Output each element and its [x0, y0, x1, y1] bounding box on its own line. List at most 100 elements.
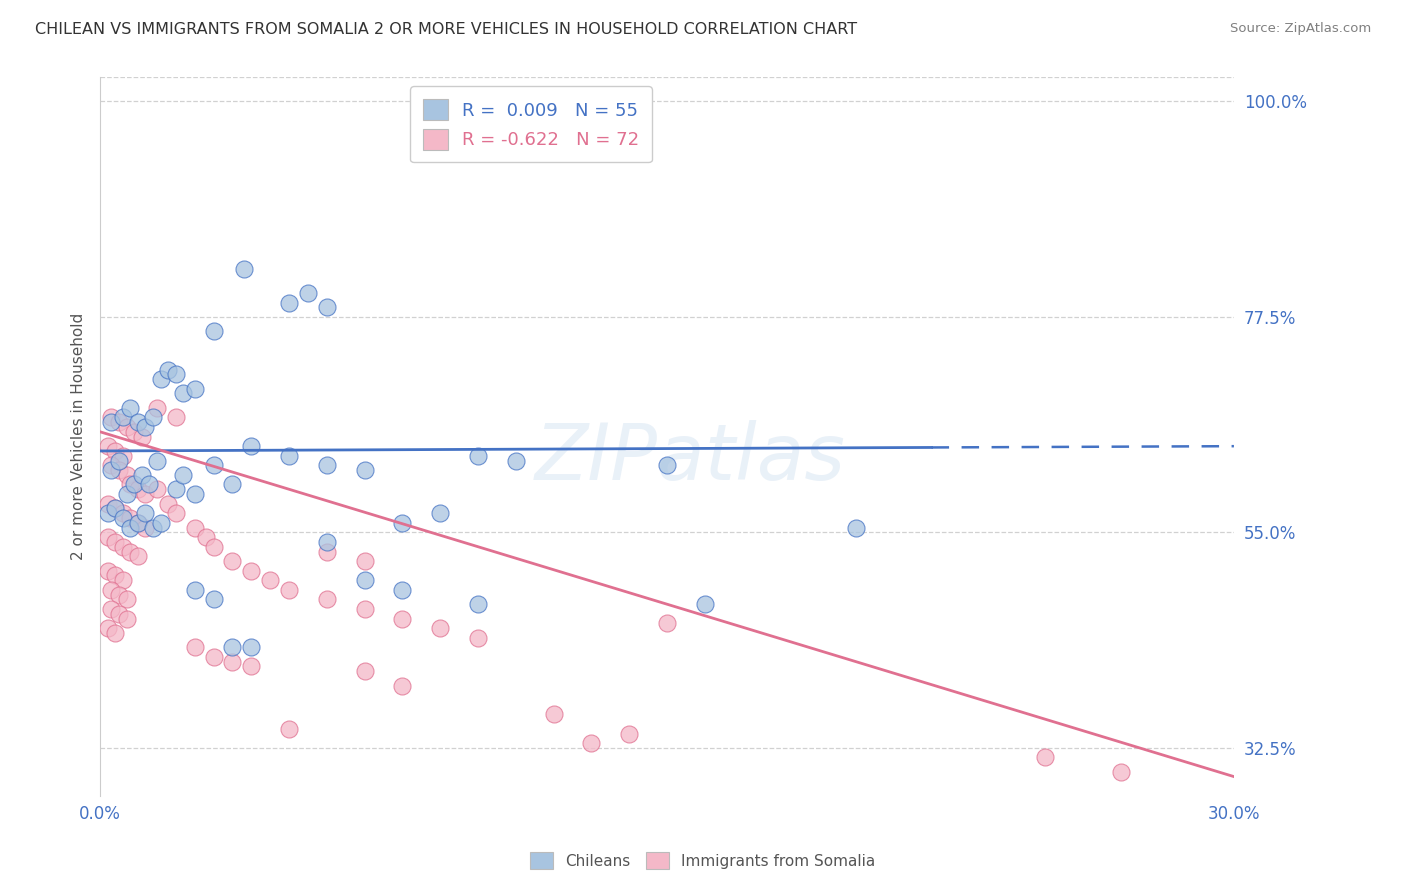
Point	[693, 597, 716, 611]
Point	[111, 449, 134, 463]
Point	[278, 449, 301, 463]
Point	[183, 382, 205, 396]
Point	[142, 520, 165, 534]
Point	[100, 582, 122, 597]
Point	[127, 516, 149, 530]
Point	[104, 501, 127, 516]
Point	[183, 487, 205, 501]
Point	[202, 324, 225, 338]
Point	[120, 477, 142, 491]
Point	[97, 621, 120, 635]
Point	[115, 592, 138, 607]
Point	[202, 592, 225, 607]
Point	[172, 467, 194, 482]
Point	[111, 506, 134, 520]
Point	[146, 401, 169, 415]
Point	[429, 506, 451, 520]
Point	[122, 477, 145, 491]
Point	[807, 817, 830, 831]
Point	[315, 544, 337, 558]
Point	[655, 616, 678, 631]
Point	[146, 483, 169, 497]
Point	[100, 458, 122, 473]
Point	[165, 483, 187, 497]
Point	[240, 564, 263, 578]
Point	[127, 483, 149, 497]
Point	[221, 554, 243, 568]
Point	[142, 410, 165, 425]
Point	[108, 607, 131, 621]
Text: ZIPatlas: ZIPatlas	[534, 420, 845, 496]
Point	[108, 453, 131, 467]
Point	[120, 401, 142, 415]
Point	[391, 611, 413, 625]
Point	[467, 449, 489, 463]
Point	[111, 540, 134, 554]
Point	[165, 410, 187, 425]
Point	[111, 574, 134, 588]
Point	[353, 665, 375, 679]
Point	[165, 506, 187, 520]
Point	[232, 262, 254, 277]
Point	[111, 511, 134, 525]
Point	[353, 554, 375, 568]
Point	[845, 520, 868, 534]
Point	[111, 410, 134, 425]
Point	[183, 520, 205, 534]
Point	[221, 640, 243, 655]
Point	[134, 520, 156, 534]
Point	[134, 420, 156, 434]
Point	[619, 726, 641, 740]
Point	[134, 506, 156, 520]
Text: CHILEAN VS IMMIGRANTS FROM SOMALIA 2 OR MORE VEHICLES IN HOUSEHOLD CORRELATION C: CHILEAN VS IMMIGRANTS FROM SOMALIA 2 OR …	[35, 22, 858, 37]
Point	[97, 564, 120, 578]
Point	[115, 487, 138, 501]
Point	[149, 372, 172, 386]
Text: Source: ZipAtlas.com: Source: ZipAtlas.com	[1230, 22, 1371, 36]
Point	[120, 511, 142, 525]
Point	[221, 655, 243, 669]
Point	[104, 501, 127, 516]
Point	[108, 415, 131, 429]
Point	[104, 444, 127, 458]
Point	[122, 425, 145, 439]
Point	[202, 458, 225, 473]
Y-axis label: 2 or more Vehicles in Household: 2 or more Vehicles in Household	[72, 313, 86, 560]
Point	[138, 477, 160, 491]
Point	[391, 679, 413, 693]
Point	[157, 497, 180, 511]
Point	[278, 582, 301, 597]
Point	[278, 722, 301, 736]
Point	[157, 362, 180, 376]
Point	[1033, 750, 1056, 764]
Point	[127, 516, 149, 530]
Point	[115, 467, 138, 482]
Point	[127, 549, 149, 564]
Point	[97, 506, 120, 520]
Point	[183, 640, 205, 655]
Point	[100, 463, 122, 477]
Legend: Chileans, Immigrants from Somalia: Chileans, Immigrants from Somalia	[524, 846, 882, 875]
Point	[100, 415, 122, 429]
Point	[581, 736, 603, 750]
Point	[108, 588, 131, 602]
Point	[149, 516, 172, 530]
Point	[127, 415, 149, 429]
Point	[202, 540, 225, 554]
Point	[315, 592, 337, 607]
Point	[240, 659, 263, 673]
Point	[97, 530, 120, 544]
Point	[97, 497, 120, 511]
Point	[104, 626, 127, 640]
Point	[131, 429, 153, 443]
Point	[120, 520, 142, 534]
Point	[429, 621, 451, 635]
Point	[97, 439, 120, 453]
Point	[183, 582, 205, 597]
Point	[259, 574, 281, 588]
Point	[297, 285, 319, 300]
Point	[115, 611, 138, 625]
Point	[391, 516, 413, 530]
Point	[240, 640, 263, 655]
Point	[120, 544, 142, 558]
